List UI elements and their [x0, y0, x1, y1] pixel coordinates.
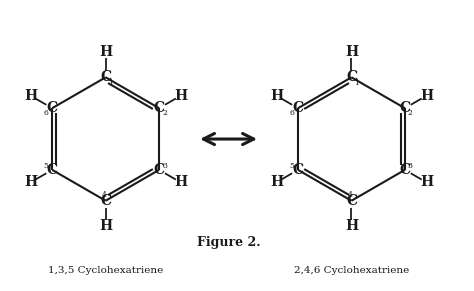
Text: C: C — [154, 101, 164, 115]
Text: C: C — [346, 70, 357, 84]
Text: 2: 2 — [408, 109, 413, 117]
Text: H: H — [270, 175, 283, 189]
Text: C: C — [346, 194, 357, 208]
Text: H: H — [24, 175, 37, 189]
Text: 3: 3 — [408, 162, 413, 170]
Text: 1: 1 — [354, 79, 359, 86]
Text: H: H — [174, 89, 187, 103]
Text: 2,4,6 Cyclohexatriene: 2,4,6 Cyclohexatriene — [294, 266, 409, 275]
Text: H: H — [99, 219, 112, 233]
Text: Figure 2.: Figure 2. — [197, 236, 260, 249]
Text: C: C — [46, 101, 58, 115]
Text: C: C — [100, 70, 111, 84]
Text: H: H — [174, 175, 187, 189]
Text: C: C — [399, 163, 410, 177]
Text: C: C — [46, 163, 58, 177]
Text: H: H — [270, 89, 283, 103]
Text: 2: 2 — [162, 109, 167, 117]
Text: C: C — [154, 163, 164, 177]
Text: 6: 6 — [44, 109, 49, 117]
Text: H: H — [420, 89, 433, 103]
Text: C: C — [292, 101, 303, 115]
Text: 3: 3 — [162, 162, 167, 170]
Text: C: C — [292, 163, 303, 177]
Text: 5: 5 — [44, 162, 49, 170]
Text: H: H — [420, 175, 433, 189]
Text: 1,3,5 Cyclohexatriene: 1,3,5 Cyclohexatriene — [48, 266, 163, 275]
Text: 5: 5 — [290, 162, 294, 170]
Text: 4: 4 — [102, 191, 107, 199]
Text: H: H — [24, 89, 37, 103]
Text: 6: 6 — [290, 109, 294, 117]
Text: C: C — [100, 194, 111, 208]
Text: H: H — [345, 219, 358, 233]
Text: 1: 1 — [109, 79, 113, 86]
Text: 4: 4 — [348, 191, 353, 199]
Text: H: H — [99, 45, 112, 59]
Text: H: H — [345, 45, 358, 59]
Text: C: C — [399, 101, 410, 115]
